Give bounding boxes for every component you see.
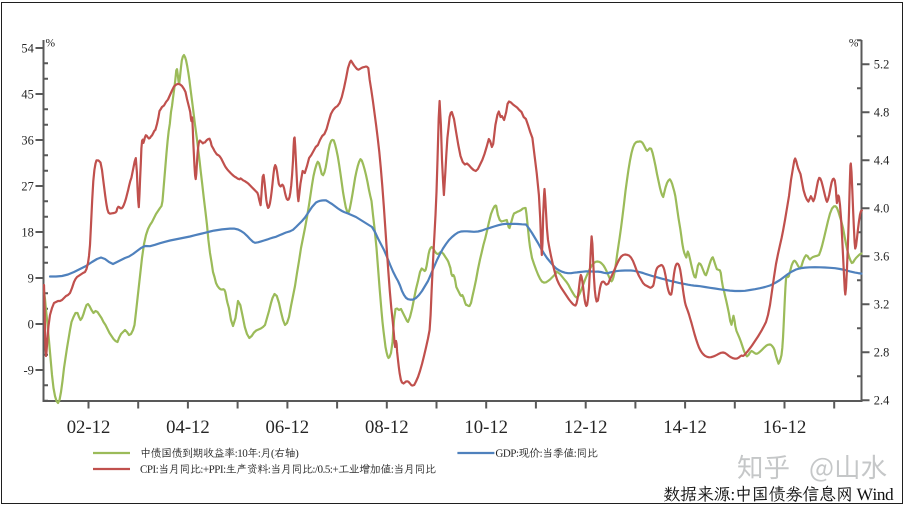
svg-text:0: 0 xyxy=(28,317,34,331)
svg-text:12-12: 12-12 xyxy=(564,417,608,438)
svg-text:36: 36 xyxy=(21,133,33,147)
svg-text:27: 27 xyxy=(21,179,33,193)
svg-text:10-12: 10-12 xyxy=(464,417,508,438)
svg-text:16-12: 16-12 xyxy=(763,417,807,438)
svg-text:18: 18 xyxy=(21,225,33,239)
svg-text:3.2: 3.2 xyxy=(874,298,890,312)
svg-text:%: % xyxy=(46,38,56,50)
svg-text:14-12: 14-12 xyxy=(663,417,707,438)
svg-text:45: 45 xyxy=(21,87,33,101)
svg-text:5.2: 5.2 xyxy=(874,58,890,72)
svg-text:2.8: 2.8 xyxy=(874,346,890,360)
svg-text:4.4: 4.4 xyxy=(874,154,890,168)
svg-text:9: 9 xyxy=(28,271,34,285)
svg-text:54: 54 xyxy=(21,41,33,55)
svg-text:06-12: 06-12 xyxy=(266,417,310,438)
svg-text:4.8: 4.8 xyxy=(874,106,890,120)
svg-text:04-12: 04-12 xyxy=(166,417,210,438)
svg-text:%: % xyxy=(849,38,859,50)
svg-text:2.4: 2.4 xyxy=(874,394,890,408)
svg-text:4.0: 4.0 xyxy=(874,202,890,216)
svg-text:02-12: 02-12 xyxy=(67,417,111,438)
svg-text:-9: -9 xyxy=(23,363,33,377)
svg-text:08-12: 08-12 xyxy=(365,417,409,438)
svg-text:3.6: 3.6 xyxy=(874,250,890,264)
